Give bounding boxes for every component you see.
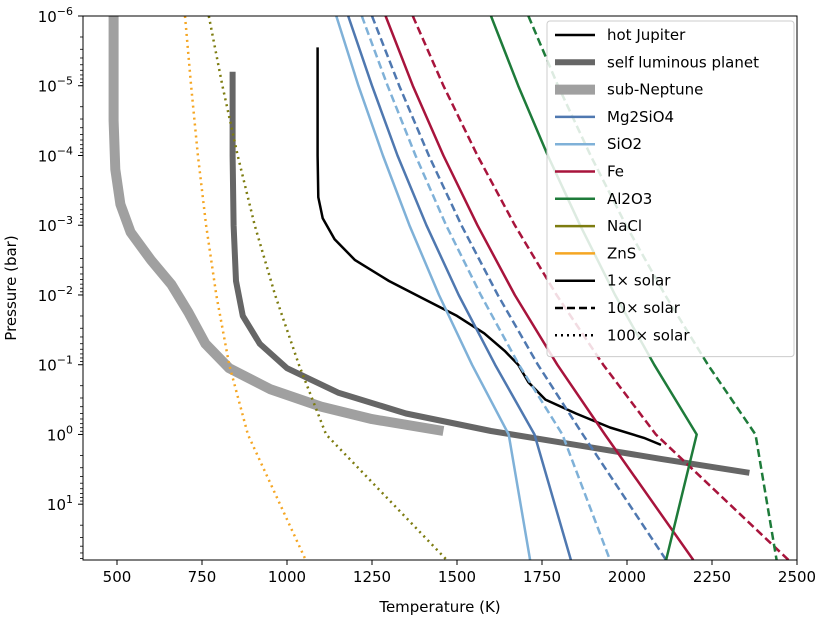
legend-label-11: 100× solar <box>607 326 690 344</box>
legend-label-10: 10× solar <box>607 299 681 317</box>
legend-label-0: hot Jupiter <box>607 26 686 44</box>
x-tick-label-1: 750 <box>188 568 217 586</box>
legend-box <box>546 20 795 358</box>
legend-label-3: Mg2SiO4 <box>607 108 674 126</box>
x-tick-label-6: 2000 <box>608 568 646 586</box>
x-tick-label-5: 1750 <box>523 568 561 586</box>
x-tick-label-4: 1500 <box>438 568 476 586</box>
series-line-3 <box>347 16 573 560</box>
x-tick-label-8: 2500 <box>778 568 816 586</box>
legend-label-7: NaCl <box>607 217 642 235</box>
x-tick-label-7: 2250 <box>693 568 731 586</box>
legend: hot Jupiter self luminous planet sub-Neptu… <box>546 20 795 358</box>
series-line-2 <box>108 16 445 436</box>
legend-label-2: sub-Neptune <box>607 81 703 99</box>
legend-label-6: Al2O3 <box>607 190 652 208</box>
legend-label-4: SiO2 <box>607 135 642 153</box>
x-tick-label-0: 500 <box>103 568 132 586</box>
series-line-8 <box>411 16 790 560</box>
series-line-5 <box>335 16 532 560</box>
series-line-0 <box>316 47 662 447</box>
y-axis-title: Pressure (bar) <box>2 235 20 340</box>
legend-label-8: ZnS <box>607 244 636 262</box>
x-axis-title: Temperature (K) <box>378 598 500 616</box>
legend-label-5: Fe <box>607 163 624 181</box>
x-axis: 500 750 1000 1250 1500 1750 2000 2250 2500 <box>103 560 816 586</box>
x-tick-label-3: 1250 <box>353 568 391 586</box>
series-line-1 <box>229 71 750 476</box>
legend-label-9: 1× solar <box>607 272 671 290</box>
legend-label-1: self luminous planet <box>607 53 759 71</box>
series-line-4 <box>370 16 668 560</box>
x-tick-label-2: 1000 <box>268 568 306 586</box>
series-line-6 <box>360 16 612 560</box>
series-line-7 <box>384 16 695 560</box>
